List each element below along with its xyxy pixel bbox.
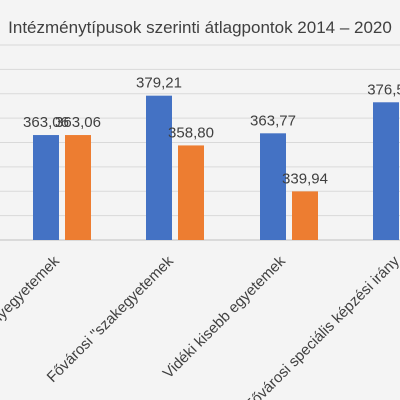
data-label-series1-cat2: 379,21 (136, 75, 182, 92)
bars (33, 95, 399, 240)
bar-series2-cat2 (178, 145, 204, 240)
bar-series2-cat3 (292, 191, 318, 240)
category-label-3: Vidéki kisebb egyetemek (160, 252, 290, 382)
data-label-series1-cat1: 363,06 (23, 114, 69, 131)
data-label-series2-cat2: 358,80 (168, 124, 214, 141)
category-label-2: Fővárosi "szakegyetemek (44, 252, 177, 385)
bar-series1-cat2 (146, 95, 172, 240)
bar-series1-cat1 (33, 135, 59, 240)
bar-series1-cat3 (260, 133, 286, 240)
category-label-1: nyegyetemek (0, 252, 63, 327)
data-labels: 363,06 379,21 363,77 376,5 363,06 358,80 339,9… (23, 75, 400, 188)
bar-series2-cat1 (65, 135, 91, 240)
data-label-series2-cat3: 339,94 (282, 170, 328, 187)
data-label-series1-cat4: 376,5 (367, 81, 400, 98)
data-label-series2-cat1: 363,06 (55, 114, 101, 131)
bar-series1-cat4 (373, 102, 399, 240)
chart-title: Intézménytípusok szerinti átlagpontok 20… (8, 18, 392, 37)
data-label-series1-cat3: 363,77 (250, 112, 296, 129)
